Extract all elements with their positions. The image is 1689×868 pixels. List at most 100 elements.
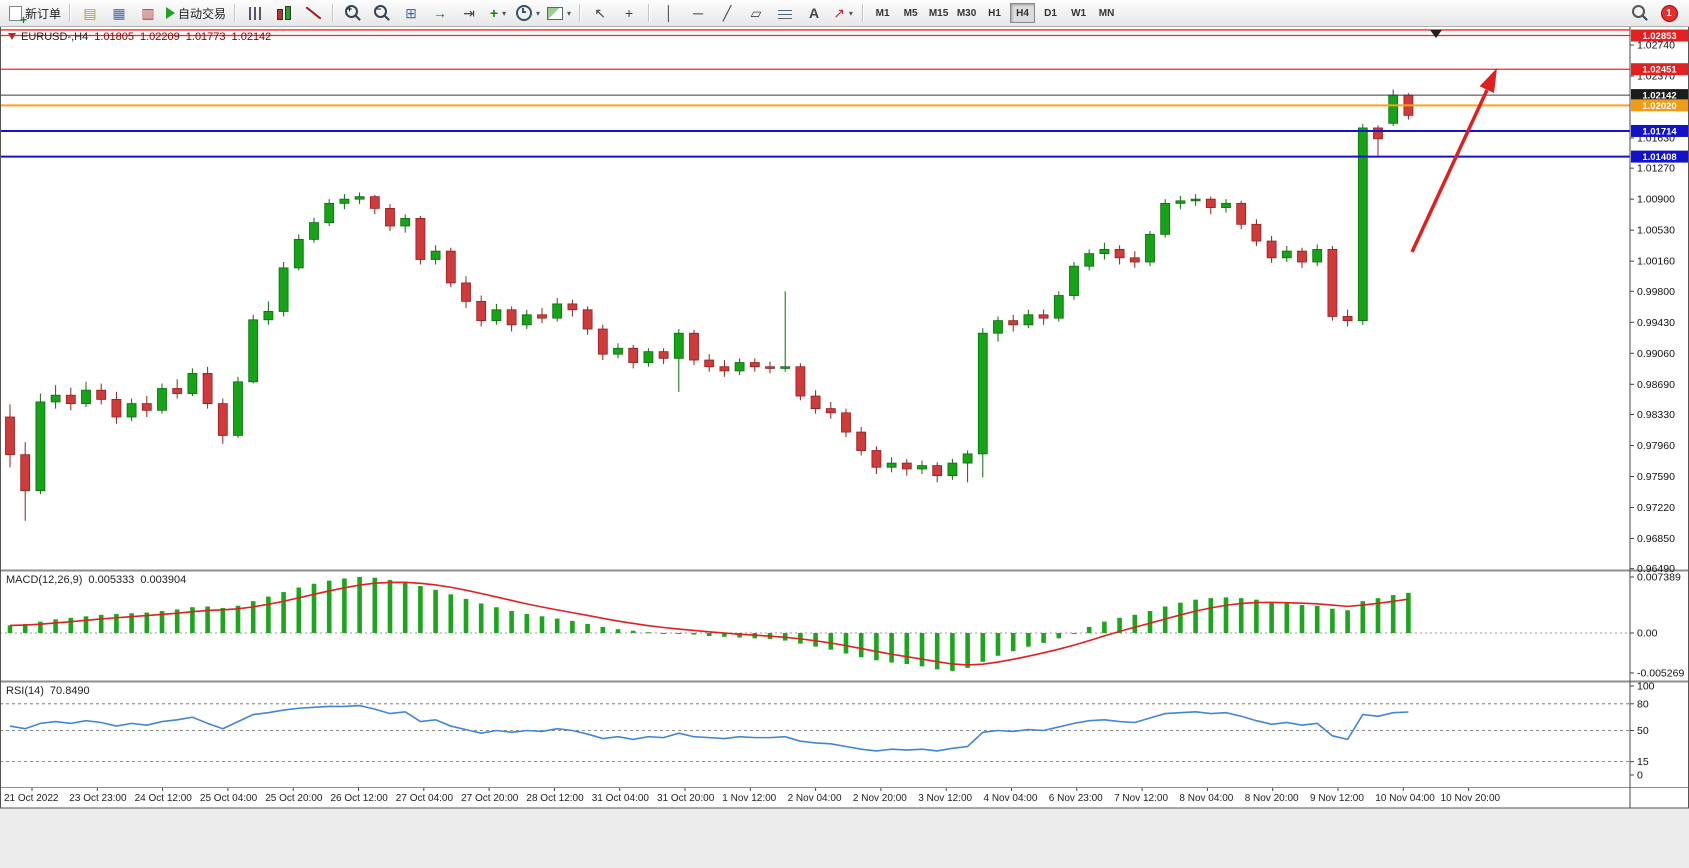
rsi-line — [9, 704, 1409, 752]
new-order-button[interactable]: 新订单 — [6, 2, 64, 27]
svg-text:4 Nov 04:00: 4 Nov 04:00 — [984, 793, 1038, 804]
bar-chart-button[interactable] — [241, 2, 269, 24]
navigator-button[interactable]: ▥ — [134, 2, 162, 24]
candlestick-chart-icon — [277, 6, 292, 20]
indicators-icon: + — [489, 5, 499, 21]
svg-text:100: 100 — [1637, 681, 1655, 693]
notifications-button[interactable]: 1 — [1655, 2, 1683, 24]
auto-trading-icon — [166, 7, 176, 19]
svg-text:0.97590: 0.97590 — [1637, 471, 1675, 483]
timeframe-m5-button[interactable]: M5 — [903, 7, 918, 19]
svg-text:0.98330: 0.98330 — [1637, 409, 1675, 421]
svg-text:80: 80 — [1637, 698, 1649, 710]
timeframe-mn-button[interactable]: MN — [1098, 7, 1115, 19]
price-axis[interactable]: 1.027401.023701.016301.012701.009001.005… — [1629, 26, 1684, 808]
line-chart-button[interactable] — [299, 2, 327, 24]
macd-histogram — [7, 576, 1411, 671]
symbol-marker-icon — [8, 33, 16, 40]
auto-scroll-button[interactable]: → — [426, 2, 454, 24]
data-window-button[interactable]: ▦ — [105, 2, 133, 24]
vertical-line-button[interactable]: │ — [655, 2, 683, 24]
timeframe-d1-button[interactable]: D1 — [1044, 7, 1057, 19]
timeframe-m1-button[interactable]: M1 — [875, 7, 890, 19]
chevron-down-icon: ▾ — [536, 8, 541, 18]
periods-button[interactable]: ▾ — [513, 2, 543, 24]
timeframe-h1-button[interactable]: H1 — [988, 7, 1001, 19]
chart-background — [0, 26, 1689, 868]
arrows-tool-button[interactable]: ↗ ▾ — [829, 2, 857, 24]
svg-text:0.96850: 0.96850 — [1637, 533, 1675, 545]
svg-text:25 Oct 04:00: 25 Oct 04:00 — [200, 793, 258, 804]
equidistant-channel-button[interactable]: ▱ — [742, 2, 770, 24]
svg-text:2 Nov 20:00: 2 Nov 20:00 — [853, 793, 907, 804]
candlestick-chart-button[interactable] — [270, 2, 298, 24]
svg-text:0.99800: 0.99800 — [1637, 286, 1675, 298]
svg-text:7 Nov 12:00: 7 Nov 12:00 — [1114, 793, 1168, 804]
trendline-button[interactable]: ╱ — [713, 2, 741, 24]
chevron-down-icon: ▾ — [848, 8, 853, 18]
horizontal-line-button[interactable]: ─ — [684, 2, 712, 24]
search-icon — [1632, 5, 1645, 18]
crosshair-button[interactable]: + — [615, 2, 643, 24]
svg-text:1.02020: 1.02020 — [1642, 101, 1676, 112]
zoom-out-button[interactable] — [368, 2, 396, 24]
svg-text:9 Nov 12:00: 9 Nov 12:00 — [1310, 793, 1364, 804]
chart-shift-marker-icon[interactable] — [1430, 30, 1442, 38]
toolbar-separator — [332, 4, 335, 22]
quote-high: 1.02209 — [140, 31, 180, 43]
svg-text:15: 15 — [1637, 756, 1649, 768]
templates-button[interactable]: ▾ — [544, 2, 574, 24]
search-button[interactable] — [1626, 2, 1654, 24]
toolbar-separator — [234, 4, 237, 22]
channel-icon: ▱ — [750, 5, 762, 21]
market-watch-button[interactable]: ▤ — [76, 2, 104, 24]
market-watch-icon: ▤ — [83, 5, 97, 21]
text-icon: A — [809, 5, 820, 21]
chart-shift-icon: ⇥ — [463, 5, 475, 21]
crosshair-icon: + — [624, 5, 634, 21]
line-chart-icon — [305, 7, 321, 19]
svg-text:10 Nov 20:00: 10 Nov 20:00 — [1441, 793, 1501, 804]
notification-badge: 1 — [1660, 4, 1678, 22]
svg-text:1.02740: 1.02740 — [1637, 40, 1675, 52]
panel-dividers[interactable] — [0, 26, 1689, 809]
time-axis[interactable]: 21 Oct 2022 23 Oct 23:00 24 Oct 12:00 25 Oc… — [4, 788, 1501, 804]
svg-text:0.99430: 0.99430 — [1637, 317, 1675, 329]
svg-text:31 Oct 04:00: 31 Oct 04:00 — [592, 793, 650, 804]
svg-text:1.00530: 1.00530 — [1637, 225, 1675, 237]
candlesticks — [5, 89, 1414, 521]
fibonacci-button[interactable] — [771, 2, 799, 24]
svg-text:0.97220: 0.97220 — [1637, 502, 1675, 514]
timeframe-h4-button[interactable]: H4 — [1010, 3, 1036, 23]
macd-signal-line — [9, 581, 1409, 666]
tile-windows-button[interactable]: ⊞ — [397, 2, 425, 24]
rsi-level-lines — [0, 703, 1630, 763]
svg-text:10 Nov 04:00: 10 Nov 04:00 — [1375, 793, 1435, 804]
cursor-button[interactable]: ↖ — [586, 2, 614, 24]
price-lines[interactable] — [0, 29, 1630, 158]
rsi-label: RSI(14) 70.8490 — [6, 685, 90, 697]
timeframe-m30-button[interactable]: M30 — [956, 7, 977, 19]
text-tool-button[interactable]: A — [800, 2, 828, 24]
svg-text:1.02451: 1.02451 — [1642, 65, 1677, 76]
timeframe-m15-button[interactable]: M15 — [928, 7, 949, 19]
svg-text:26 Oct 12:00: 26 Oct 12:00 — [331, 793, 389, 804]
new-order-icon — [9, 5, 27, 27]
svg-text:0.97960: 0.97960 — [1637, 440, 1675, 452]
svg-text:25 Oct 20:00: 25 Oct 20:00 — [265, 793, 323, 804]
indicators-button[interactable]: + ▾ — [484, 2, 512, 24]
svg-text:1.02142: 1.02142 — [1642, 91, 1676, 102]
chart-shift-button[interactable]: ⇥ — [455, 2, 483, 24]
svg-text:1.01714: 1.01714 — [1642, 126, 1677, 137]
auto-trading-button[interactable]: 自动交易 — [163, 2, 229, 24]
svg-text:1.00900: 1.00900 — [1637, 194, 1675, 206]
zoom-in-button[interactable] — [339, 2, 367, 24]
svg-text:1.01408: 1.01408 — [1642, 152, 1676, 163]
timeframe-w1-button[interactable]: W1 — [1071, 7, 1087, 19]
svg-text:0.96490: 0.96490 — [1637, 563, 1675, 575]
trend-arrow-annotation[interactable] — [1410, 68, 1497, 253]
toolbar-separator — [862, 4, 865, 22]
quote-close: 1.02142 — [231, 31, 272, 43]
